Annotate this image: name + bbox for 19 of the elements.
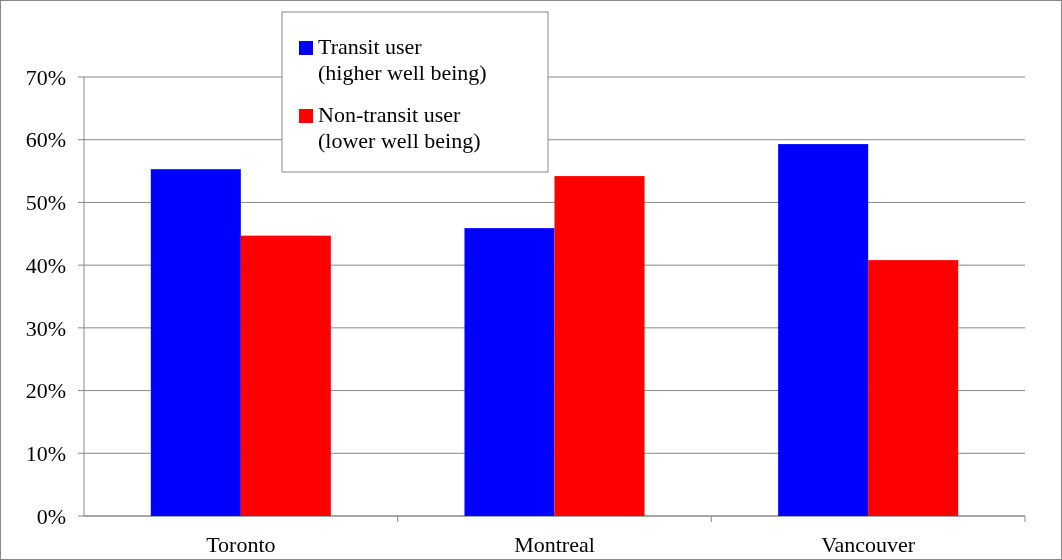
bar [150, 169, 241, 516]
y-tick-label: 20% [25, 378, 66, 404]
y-tick-label: 70% [25, 64, 66, 90]
y-tick-label: 60% [25, 127, 66, 153]
y-tick-label: 40% [25, 252, 66, 278]
bar [554, 176, 645, 516]
y-tick-label: 50% [25, 190, 66, 216]
x-tick-label: Toronto [206, 532, 276, 557]
bar [240, 235, 331, 516]
y-tick-label: 10% [25, 440, 66, 466]
bar [464, 228, 555, 516]
legend-label: Non-transit user (lower well being) [318, 102, 481, 153]
x-tick-label: Vancouver [821, 532, 916, 557]
bar [868, 260, 959, 516]
x-tick-label: Montreal [514, 532, 595, 557]
y-tick-label: 0% [36, 503, 66, 529]
bar [778, 144, 869, 516]
legend-label: Transit user (higher well being) [318, 34, 487, 85]
y-tick-label: 30% [25, 315, 66, 341]
